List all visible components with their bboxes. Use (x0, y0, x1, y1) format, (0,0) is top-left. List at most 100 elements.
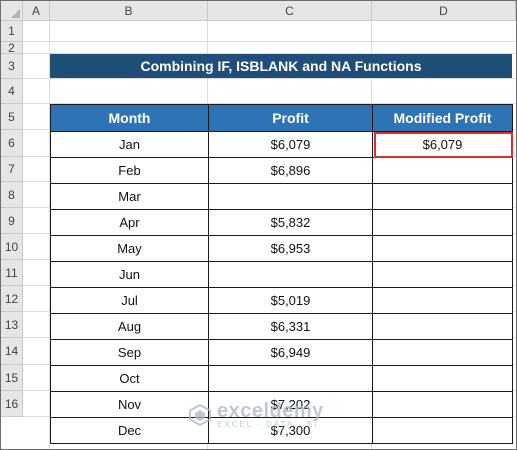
gridline-column (49, 21, 50, 449)
row-header-16[interactable]: 16 (1, 391, 23, 417)
month-cell-value: Dec (117, 423, 142, 438)
row-header-11[interactable]: 11 (1, 260, 23, 286)
profit-cell[interactable]: $6,949 (208, 339, 373, 366)
month-cell-value: Aug (117, 319, 142, 334)
table-row: Sep $6,949 (50, 339, 513, 366)
modified-profit-cell[interactable] (372, 209, 513, 236)
row-header-15[interactable]: 15 (1, 365, 23, 391)
header-profit[interactable]: Profit (208, 104, 373, 132)
modified-profit-cell[interactable] (372, 157, 513, 184)
exceldemy-watermark: exceldemy EXCEL · DATA · BI (189, 401, 324, 429)
profit-cell-value: $6,949 (270, 345, 311, 360)
row-header-10[interactable]: 10 (1, 234, 23, 260)
table-header-row: Month Profit Modified Profit (50, 104, 513, 132)
row-header-5[interactable]: 5 (1, 104, 23, 130)
row-header-4[interactable]: 4 (1, 79, 23, 104)
profit-cell[interactable]: $6,896 (208, 157, 373, 184)
month-cell-value: Jul (121, 293, 138, 308)
header-month[interactable]: Month (50, 104, 209, 132)
modified-profit-cell[interactable] (372, 391, 513, 418)
column-header-b[interactable]: B (50, 1, 208, 21)
month-cell[interactable]: Nov (50, 391, 209, 418)
table-row: May $6,953 (50, 235, 513, 262)
profit-cell[interactable]: $5,019 (208, 287, 373, 314)
month-cell[interactable]: May (50, 235, 209, 262)
month-cell-value: Apr (119, 215, 140, 230)
row-header-13[interactable]: 13 (1, 312, 23, 338)
profit-cell-value: $7,202 (270, 397, 311, 412)
profit-cell-value: $6,896 (270, 163, 311, 178)
profit-cell[interactable]: $7,202 (208, 391, 373, 418)
column-header-a[interactable]: A (23, 1, 50, 21)
profit-cell[interactable]: $7,300 (208, 417, 373, 444)
profit-cell[interactable]: $6,953 (208, 235, 373, 262)
profit-cell[interactable] (208, 365, 373, 392)
profit-cell-value: $6,079 (270, 137, 311, 152)
profit-cell-value: $5,832 (270, 215, 311, 230)
month-cell[interactable]: Jun (50, 261, 209, 288)
row-header-3[interactable]: 3 (1, 54, 23, 79)
row-header-6[interactable]: 6 (1, 130, 23, 157)
title-text: Combining IF, ISBLANK and NA Functions (140, 58, 422, 74)
select-all-triangle-icon (11, 9, 20, 18)
month-cell-value: Oct (119, 371, 140, 386)
profit-table: Month Profit Modified Profit Jan $6,079 $6… (50, 104, 513, 444)
month-cell[interactable]: Apr (50, 209, 209, 236)
profit-cell[interactable]: $5,832 (208, 209, 373, 236)
select-all-corner[interactable] (1, 1, 23, 21)
exceldemy-logo-icon (189, 404, 211, 426)
month-cell[interactable]: Jan (50, 131, 209, 158)
month-cell-value: Nov (117, 397, 142, 412)
modified-profit-cell[interactable] (372, 261, 513, 288)
row-header-8[interactable]: 8 (1, 182, 23, 208)
watermark-brand: exceldemy (217, 400, 324, 422)
month-cell[interactable]: Feb (50, 157, 209, 184)
modified-profit-cell[interactable] (372, 365, 513, 392)
row-header-9[interactable]: 9 (1, 208, 23, 234)
profit-cell[interactable]: $6,331 (208, 313, 373, 340)
profit-cell-value: $7,300 (270, 423, 311, 438)
table-row: Nov $7,202 (50, 391, 513, 418)
watermark-tagline: EXCEL · DATA · BI (217, 420, 319, 429)
column-header-c[interactable]: C (208, 1, 372, 21)
row-header-2[interactable]: 2 (1, 42, 23, 54)
row-header-14[interactable]: 14 (1, 338, 23, 365)
table-row: Dec $7,300 (50, 417, 513, 444)
modified-profit-cell[interactable] (372, 287, 513, 314)
modified-profit-cell[interactable] (372, 417, 513, 444)
row-header-7[interactable]: 7 (1, 157, 23, 182)
month-cell[interactable]: Mar (50, 183, 209, 210)
table-row: Feb $6,896 (50, 157, 513, 184)
modified-profit-cell[interactable] (372, 183, 513, 210)
profit-cell[interactable] (208, 261, 373, 288)
month-cell-value: Jun (119, 267, 140, 282)
profit-cell[interactable] (208, 183, 373, 210)
modified-profit-cell-value: $6,079 (422, 137, 463, 152)
modified-profit-cell[interactable] (372, 313, 513, 340)
gridline-row (23, 78, 516, 79)
month-cell[interactable]: Aug (50, 313, 209, 340)
title-banner[interactable]: Combining IF, ISBLANK and NA Functions (50, 54, 512, 78)
profit-cell[interactable]: $6,079 (208, 131, 373, 158)
modified-profit-cell[interactable]: $6,079 (372, 131, 513, 158)
modified-profit-cell[interactable] (372, 339, 513, 366)
month-cell[interactable]: Oct (50, 365, 209, 392)
month-cell[interactable]: Sep (50, 339, 209, 366)
header-modified-profit[interactable]: Modified Profit (372, 104, 513, 132)
month-cell-value: Mar (118, 189, 141, 204)
month-cell-value: May (117, 241, 142, 256)
month-cell[interactable]: Dec (50, 417, 209, 444)
modified-profit-cell[interactable] (372, 235, 513, 262)
column-header-d[interactable]: D (372, 1, 516, 21)
row-header-12[interactable]: 12 (1, 286, 23, 312)
month-cell[interactable]: Jul (50, 287, 209, 314)
table-row: Jul $5,019 (50, 287, 513, 314)
month-cell-value: Jan (119, 137, 140, 152)
row-header-1[interactable]: 1 (1, 21, 23, 42)
month-cell-value: Feb (118, 163, 141, 178)
gridline-row (23, 103, 516, 104)
table-row: Aug $6,331 (50, 313, 513, 340)
profit-cell-value: $6,331 (270, 319, 311, 334)
profit-cell-value: $6,953 (270, 241, 311, 256)
